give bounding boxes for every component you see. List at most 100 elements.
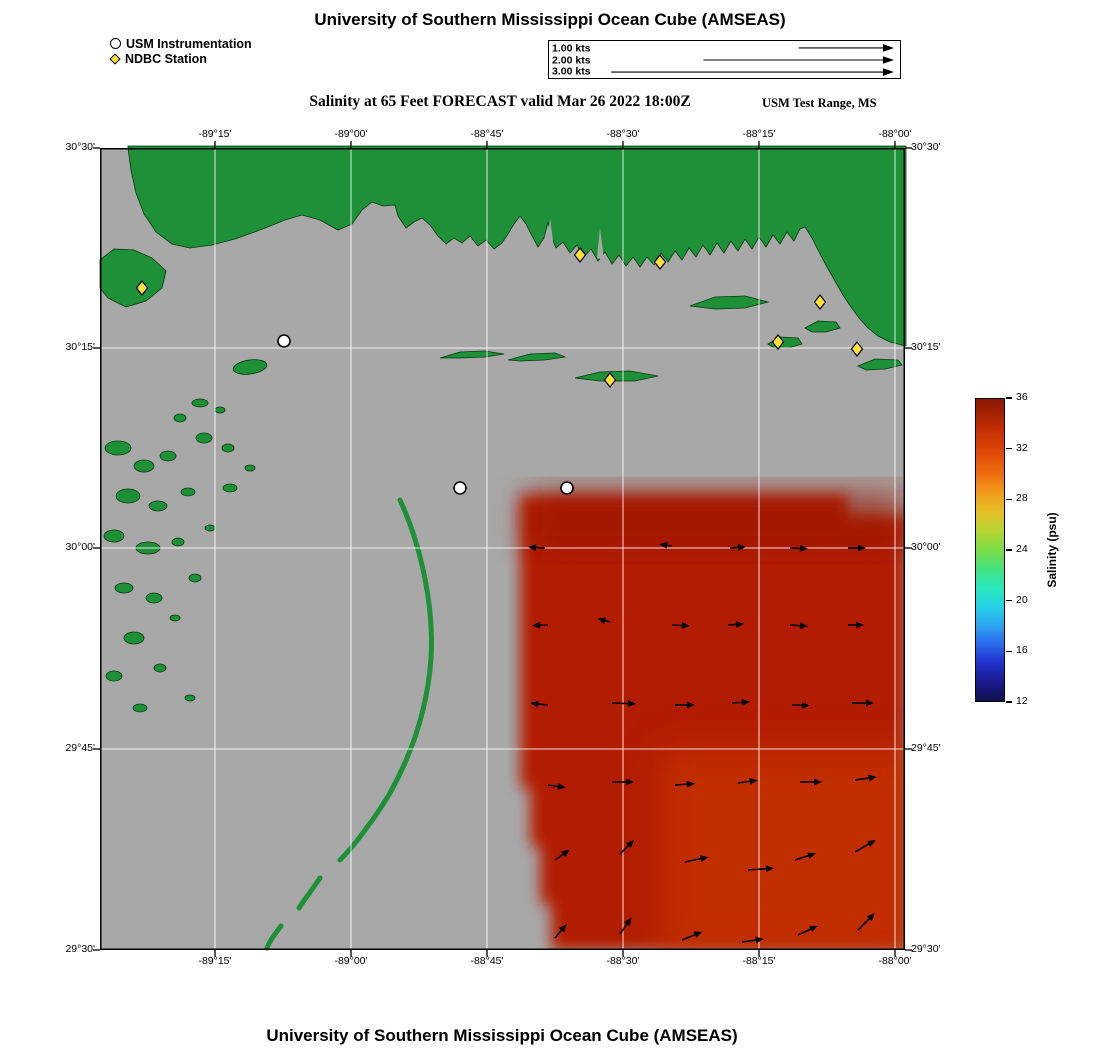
current-arrow	[530, 700, 549, 708]
y-tick-label: 29°45'	[65, 742, 95, 754]
colorbar-tick-mark	[1006, 549, 1012, 551]
colorbar-tick-mark	[1006, 498, 1012, 500]
x-tick-label: -89°15'	[198, 955, 232, 967]
station-markers	[135, 247, 864, 495]
scale-3kt-label: 3.00 kts	[552, 66, 591, 78]
current-arrow	[741, 936, 764, 944]
colorbar-tick-labels: 36 32 28 24 20 16 12	[1006, 391, 1052, 707]
x-tick-label: -88°45'	[470, 128, 504, 140]
current-arrow	[727, 621, 744, 628]
marsh-islet	[114, 582, 134, 594]
scale-1kt-label: 1.00 kts	[552, 42, 591, 54]
current-arrow	[800, 778, 822, 786]
figure-title-bottom: University of Southern Mississippi Ocean…	[266, 1026, 738, 1045]
current-arrow	[659, 541, 673, 549]
usm-instrumentation-marker	[560, 481, 574, 495]
current-arrow	[671, 622, 690, 629]
marsh-islet	[153, 663, 167, 673]
current-arrow	[547, 783, 566, 790]
salinity-plume	[520, 493, 905, 950]
barrier-island	[574, 370, 659, 382]
y-tick-label: 30°00'	[65, 541, 95, 553]
current-arrow	[848, 621, 864, 629]
chandeleur-islands	[264, 923, 284, 951]
current-arrow	[612, 778, 634, 786]
current-arrow	[791, 701, 810, 709]
current-arrow	[797, 925, 818, 936]
usm-instrumentation-marker	[277, 334, 291, 348]
marsh-islet	[204, 524, 216, 532]
usm-instrumentation-icon	[110, 38, 121, 49]
estuary-inlet	[597, 228, 604, 260]
region-label: USM Test Range, MS	[762, 96, 877, 110]
current-arrow	[854, 774, 877, 782]
current-arrow	[731, 698, 750, 706]
usm-legend-label: USM Instrumentation	[126, 36, 252, 51]
current-vector-arrows	[528, 541, 877, 944]
current-arrow	[684, 855, 709, 863]
ndbc-station-marker	[603, 372, 617, 388]
ndbc-station-marker	[135, 280, 149, 296]
x-tick-label: -88°30'	[606, 955, 640, 967]
marsh-islet	[191, 398, 209, 408]
y-tick-label: 29°30'	[911, 943, 941, 955]
ndbc-station-marker	[653, 254, 667, 270]
colorbar-tick-label: 16	[1016, 644, 1028, 657]
current-arrow	[532, 621, 549, 629]
colorbar-tick-mark	[1006, 600, 1012, 602]
marsh-islet	[133, 459, 155, 473]
x-tick-label: -89°15'	[198, 128, 232, 140]
ndbc-station-marker	[771, 334, 785, 350]
land-areas	[99, 145, 907, 951]
colorbar-tick-label: 28	[1016, 492, 1028, 505]
current-arrow	[789, 622, 808, 630]
legend-row-usm: USM Instrumentation	[110, 36, 252, 51]
current-arrow	[611, 700, 636, 707]
barrier-island	[232, 359, 268, 375]
x-tick-label: -88°15'	[742, 128, 776, 140]
current-speed-scale: 1.00 kts 2.00 kts 3.00 kts	[548, 40, 901, 79]
ndbc-station-icon	[109, 52, 121, 65]
estuary-inlet	[547, 218, 554, 248]
current-arrow	[794, 852, 816, 861]
marsh-islet	[180, 487, 196, 497]
x-tick-label: -89°00'	[334, 128, 368, 140]
current-arrow	[747, 865, 774, 873]
current-arrow	[729, 544, 746, 551]
ndbc-legend-label: NDBC Station	[125, 51, 207, 66]
coastal-strip	[689, 295, 770, 310]
x-tick-label: -88°30'	[606, 128, 640, 140]
current-arrow	[528, 544, 546, 551]
marsh-islet	[214, 406, 226, 414]
x-tick-label: -89°00'	[334, 955, 368, 967]
axis-tick-marks	[93, 141, 912, 957]
barrier-island	[507, 352, 567, 362]
barrier-island	[439, 350, 505, 359]
marsh-islet	[184, 694, 196, 702]
marsh-islet	[123, 631, 145, 645]
marsh-islet	[244, 464, 256, 472]
marsh-islet	[105, 670, 123, 682]
y-tick-label: 30°00'	[911, 541, 941, 553]
colorbar-tick-label: 20	[1016, 593, 1028, 606]
colorbar	[975, 398, 1005, 702]
current-arrow	[619, 839, 635, 855]
y-tick-label: 30°30'	[65, 141, 95, 153]
map-frame	[100, 148, 905, 950]
current-arrow	[675, 701, 695, 709]
pearl-river-marsh	[99, 248, 167, 308]
chandeleur-islands	[296, 875, 323, 911]
marsh-islet	[145, 592, 163, 604]
marsh-islet	[148, 500, 168, 512]
colorbar-tick-label: 32	[1016, 441, 1028, 454]
map-canvas	[93, 141, 912, 957]
marsh-islet	[104, 440, 132, 456]
legend-row-ndbc: NDBC Station	[109, 51, 252, 66]
x-tick-label: -88°15'	[742, 955, 776, 967]
y-tick-label: 30°30'	[911, 141, 941, 153]
current-arrow	[857, 913, 875, 931]
current-arrow	[674, 780, 695, 788]
y-tick-label: 30°15'	[911, 341, 941, 353]
plot-subtitle: Salinity at 65 Feet FORECAST valid Mar 2…	[309, 93, 691, 110]
y-axis-labels-left: 30°30' 30°15' 30°00' 29°45' 29°30'	[38, 141, 95, 955]
